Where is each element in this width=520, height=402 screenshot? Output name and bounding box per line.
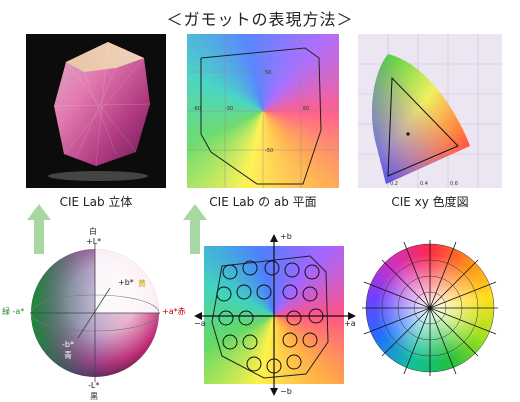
label-white: 白 bbox=[89, 227, 97, 236]
ab-label-minus-b: −b bbox=[280, 387, 292, 396]
ab-label-plus-a: +a bbox=[344, 319, 356, 328]
ab-label-plus-b: +b bbox=[280, 232, 292, 241]
xy-chromaticity-image: 0.2 0.4 0.6 bbox=[358, 34, 502, 188]
label-yellow: 黄 bbox=[138, 279, 146, 288]
label-plus-l: +L* bbox=[86, 237, 102, 246]
svg-text:0.6: 0.6 bbox=[450, 181, 458, 187]
label-minus-a-green: 緑 -a* bbox=[2, 307, 25, 316]
label-minus-l: -L* bbox=[88, 381, 100, 390]
hue-wheel-diagram bbox=[362, 236, 498, 380]
label-minus-b: -b* bbox=[62, 340, 74, 349]
svg-text:-60: -60 bbox=[193, 106, 201, 112]
caption-lab-solid: CIE Lab 立体 bbox=[59, 195, 133, 209]
label-plus-a-red: +a*赤 bbox=[162, 307, 186, 316]
arrow-up-icon bbox=[183, 204, 207, 254]
caption-lab-ab-plane: CIE Lab の ab 平面 bbox=[209, 195, 317, 209]
label-blue: 青 bbox=[64, 351, 72, 360]
caption-xy-chromaticity: CIE xy 色度図 bbox=[391, 195, 469, 209]
ab-label-minus-a: −a bbox=[194, 319, 206, 328]
lab-solid-image bbox=[26, 34, 166, 188]
lab-sphere-diagram: 白 +L* +b* 黄 緑 -a* +a*赤 -b* 青 -L* 黒 bbox=[0, 218, 190, 401]
arrow-up-icon bbox=[27, 204, 51, 254]
lab-ab-plane-image: -60 -30 60 50 -50 bbox=[187, 34, 339, 188]
svg-text:50: 50 bbox=[265, 70, 271, 76]
svg-text:-50: -50 bbox=[265, 148, 273, 154]
svg-text:0.2: 0.2 bbox=[390, 181, 398, 187]
svg-text:0.4: 0.4 bbox=[420, 181, 428, 187]
svg-text:-30: -30 bbox=[225, 106, 233, 112]
label-plus-b: +b* bbox=[118, 278, 134, 287]
svg-text:60: 60 bbox=[303, 106, 309, 112]
label-black: 黒 bbox=[90, 392, 98, 401]
ab-plane-sample-diagram: +b −b −a +a bbox=[194, 232, 358, 398]
page-title: ＜ガモットの表現方法＞ bbox=[166, 10, 354, 29]
